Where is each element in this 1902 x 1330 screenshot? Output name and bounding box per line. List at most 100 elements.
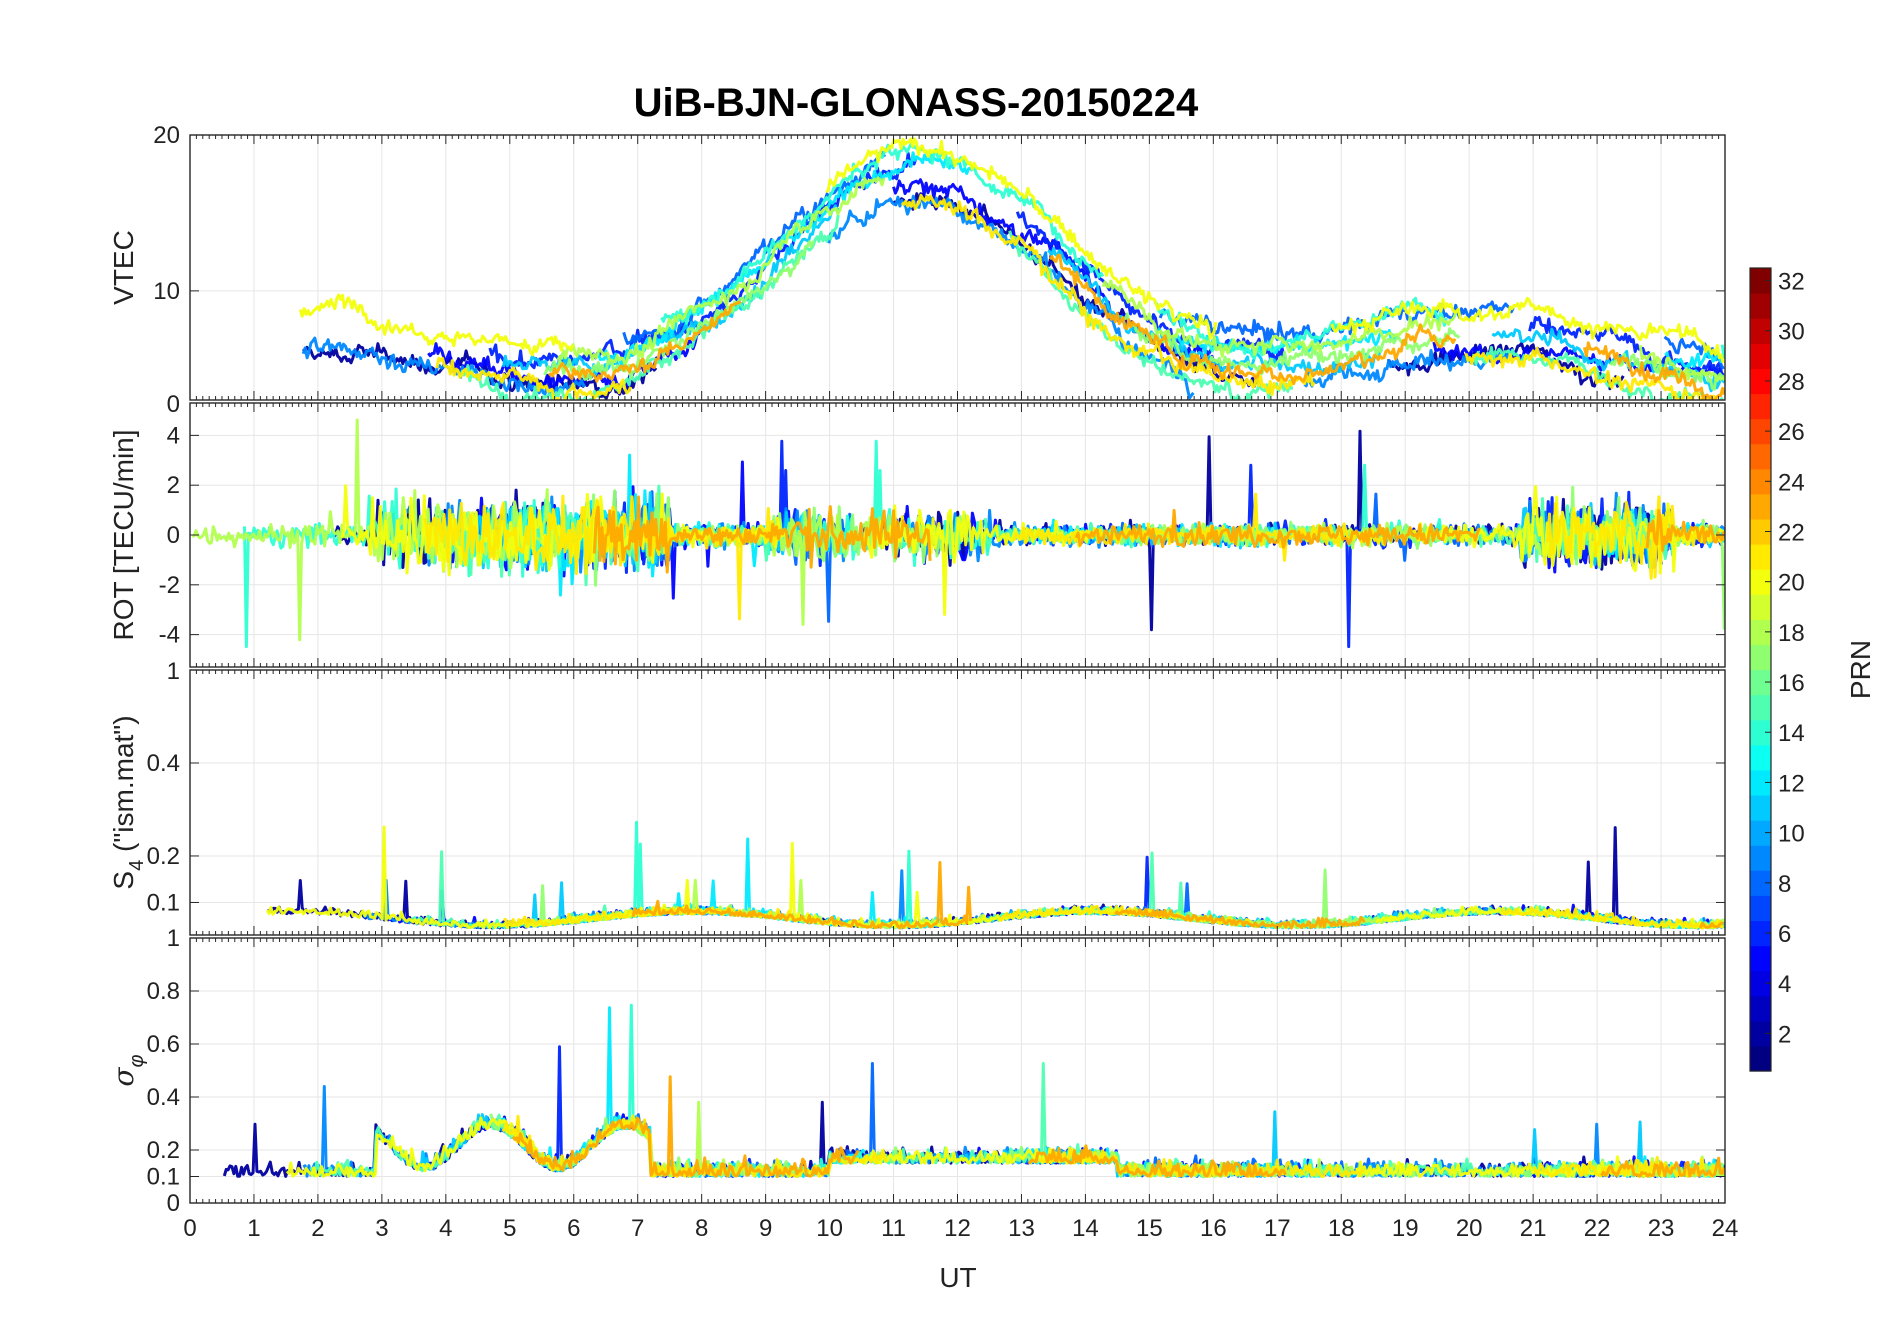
x-tick-label: 7 bbox=[631, 1215, 644, 1242]
x-axis-label: UT bbox=[939, 1262, 976, 1293]
series-line-prn-23 bbox=[592, 495, 932, 574]
panel-vtec-series bbox=[298, 137, 1725, 400]
x-tick-label: 1 bbox=[247, 1215, 260, 1242]
panel-rot: -4 -2 0 2 4 0 ROT [TECU/min] bbox=[108, 391, 1726, 668]
colorbar-bin bbox=[1750, 669, 1771, 696]
series-line-prn-14 bbox=[660, 142, 1105, 325]
x-tick-label: 15 bbox=[1136, 1215, 1163, 1242]
series-line-prn-23 bbox=[511, 1075, 860, 1178]
series-line-prn-23 bbox=[547, 300, 742, 383]
panel-vtec-x-ticks bbox=[189, 135, 1726, 400]
x-tick-label: 8 bbox=[695, 1215, 708, 1242]
y-tick-label: 0.1 bbox=[147, 1164, 180, 1191]
series-line-prn-12 bbox=[1664, 349, 1725, 369]
colorbar-bin bbox=[1750, 418, 1771, 445]
colorbar-bin bbox=[1750, 744, 1771, 771]
colorbar-bin bbox=[1750, 995, 1771, 1022]
series-line-prn-20 bbox=[825, 137, 1218, 340]
colorbar-bin bbox=[1750, 1020, 1771, 1047]
series-line-prn-23 bbox=[1645, 509, 1725, 552]
colorbar-tick-label: 32 bbox=[1778, 269, 1805, 296]
panel-s4-x-ticks bbox=[189, 670, 1726, 935]
x-tick-label: 10 bbox=[816, 1215, 843, 1242]
x-tick-label: 9 bbox=[759, 1215, 772, 1242]
y-axis-label: VTEC bbox=[108, 230, 139, 305]
colorbar-tick-label: 6 bbox=[1778, 921, 1791, 948]
colorbar-tick-label: 2 bbox=[1778, 1021, 1791, 1048]
x-tick-label: 23 bbox=[1648, 1215, 1675, 1242]
colorbar-bin bbox=[1750, 719, 1771, 746]
panel-s4: 0.1 0.2 0.4 1 S4 ("ism.mat") bbox=[108, 658, 1726, 936]
series-line-prn-21 bbox=[1501, 906, 1725, 930]
x-tick-label: 18 bbox=[1328, 1215, 1355, 1242]
x-tick-label: 24 bbox=[1712, 1215, 1739, 1242]
colorbar-tick-label: 4 bbox=[1778, 971, 1791, 998]
x-tick-label: 17 bbox=[1264, 1215, 1291, 1242]
y-axis-label-subscript: 4 bbox=[126, 860, 148, 871]
x-tick-label: 3 bbox=[375, 1215, 388, 1242]
colorbar-tick-label: 22 bbox=[1778, 519, 1805, 546]
x-tick-label: 19 bbox=[1392, 1215, 1419, 1242]
x-tick-label: 5 bbox=[503, 1215, 516, 1242]
y-tick-label: 0.2 bbox=[147, 843, 180, 870]
colorbar-bin bbox=[1750, 493, 1771, 520]
colorbar-tick-label: 30 bbox=[1778, 319, 1805, 346]
colorbar-bin bbox=[1750, 794, 1771, 821]
colorbar-tick-label: 18 bbox=[1778, 620, 1805, 647]
series-line-prn-18 bbox=[1101, 279, 1458, 358]
colorbar-bin bbox=[1750, 393, 1771, 420]
series-line-prn-14 bbox=[1720, 344, 1725, 360]
y-tick-label: 0 bbox=[167, 1190, 180, 1217]
colorbar-tick-label: 20 bbox=[1778, 570, 1805, 597]
colorbar-bin bbox=[1750, 945, 1771, 972]
colorbar-bin bbox=[1750, 619, 1771, 646]
y-tick-label: 0.6 bbox=[147, 1031, 180, 1058]
colorbar-bin bbox=[1750, 970, 1771, 997]
series-line-prn-23 bbox=[1699, 921, 1725, 929]
y-axis-label-main: σ bbox=[107, 1067, 140, 1087]
x-tick-label: 2 bbox=[311, 1215, 324, 1242]
colorbar-tick-label: 28 bbox=[1778, 369, 1805, 396]
series-line-prn-12 bbox=[596, 151, 974, 366]
colorbar-bin bbox=[1750, 368, 1771, 395]
series-line-prn-23 bbox=[1113, 907, 1366, 930]
colorbar-bin bbox=[1750, 544, 1771, 570]
colorbar-bin bbox=[1750, 518, 1771, 545]
x-tick-label: 20 bbox=[1456, 1215, 1483, 1242]
colorbar-tick-label: 26 bbox=[1778, 419, 1805, 446]
x-tick-label: 21 bbox=[1520, 1215, 1547, 1242]
panel-sigma_phi-x-ticks bbox=[189, 938, 1726, 1203]
colorbar-bin bbox=[1750, 820, 1771, 846]
series-line-prn-20 bbox=[1330, 296, 1725, 364]
y-tick-label: 20 bbox=[153, 122, 180, 149]
y-tick-label: 0.1 bbox=[147, 889, 180, 916]
y-top-tick-label: 1 bbox=[167, 658, 180, 685]
y-axis-label: σφ bbox=[107, 1054, 148, 1086]
panel-rot-x-ticks bbox=[189, 403, 1726, 667]
panel-sigma_phi-series bbox=[222, 1003, 1725, 1178]
panel-sigma_phi: 00.10.2 0.4 0.6 0.8 1 σφ bbox=[107, 925, 1726, 1217]
series-line-prn-18 bbox=[556, 176, 886, 366]
series-line-prn-20 bbox=[298, 293, 575, 357]
series-line-prn-15 bbox=[1472, 345, 1724, 400]
series-line-prn-23 bbox=[631, 861, 973, 930]
colorbar-bin bbox=[1750, 468, 1771, 495]
y-axis-label: S4 ("ism.mat") bbox=[108, 715, 148, 889]
x-tick-label: 13 bbox=[1008, 1215, 1035, 1242]
colorbar-label: PRN bbox=[1845, 640, 1876, 699]
series-line-prn-23 bbox=[1582, 341, 1725, 400]
y-tick-label: 1 bbox=[167, 925, 180, 952]
series-line-prn-23 bbox=[1048, 253, 1457, 386]
colorbar-bin bbox=[1750, 920, 1771, 947]
x-tick-label: 14 bbox=[1072, 1215, 1099, 1242]
colorbar-bin bbox=[1750, 895, 1771, 922]
colorbar-bin bbox=[1750, 1045, 1771, 1072]
colorbar-bin bbox=[1750, 845, 1771, 871]
colorbar-tick-label: 14 bbox=[1778, 720, 1805, 747]
y-tick-label: 0.4 bbox=[147, 1084, 180, 1111]
y-axis-label-main: S bbox=[108, 871, 139, 890]
y-tick-label: 10 bbox=[153, 278, 180, 305]
series-line-prn-21 bbox=[435, 356, 633, 400]
